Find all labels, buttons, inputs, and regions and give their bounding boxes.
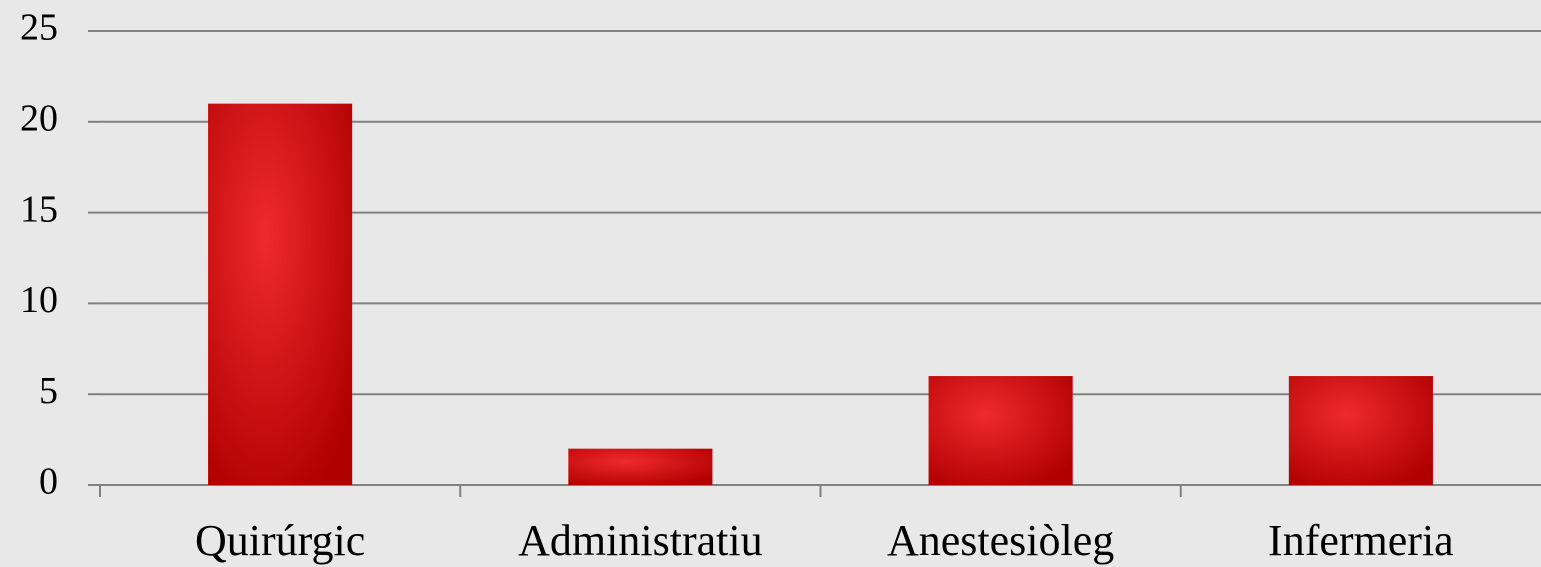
- x-tick-label: Infermeria: [1268, 516, 1454, 565]
- y-tick-label: 20: [20, 98, 58, 140]
- x-tick-label: Administratiu: [518, 516, 762, 565]
- y-tick-label: 5: [39, 370, 58, 412]
- bar: [1288, 376, 1433, 485]
- x-tick-label: Anestesiòleg: [887, 516, 1114, 565]
- y-tick-label: 15: [20, 188, 58, 230]
- y-tick-label: 10: [20, 279, 58, 321]
- bar: [928, 376, 1073, 485]
- y-tick-label: 0: [39, 461, 58, 503]
- y-tick-label: 25: [20, 7, 58, 49]
- bar: [208, 103, 353, 485]
- bar: [568, 448, 713, 485]
- x-tick-label: Quirúrgic: [195, 516, 365, 565]
